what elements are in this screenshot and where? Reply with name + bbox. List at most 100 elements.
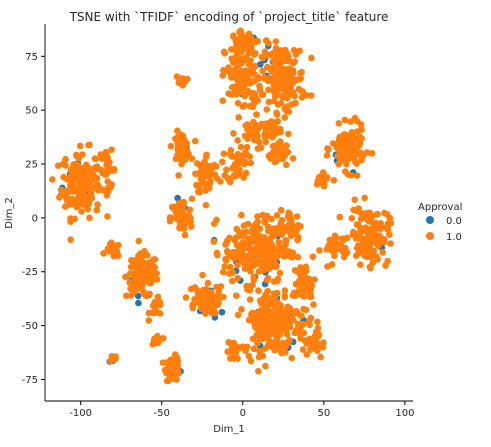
point-approval-1 xyxy=(165,377,172,385)
point-approval-1 xyxy=(305,275,313,283)
point-approval-1 xyxy=(232,36,239,43)
point-approval-1 xyxy=(301,337,309,344)
point-approval-1 xyxy=(281,287,289,294)
point-approval-1 xyxy=(262,362,269,370)
point-approval-1 xyxy=(289,249,297,257)
point-approval-1 xyxy=(353,221,361,228)
point-approval-1 xyxy=(177,155,184,163)
point-approval-1 xyxy=(128,257,135,264)
point-approval-1 xyxy=(166,217,174,225)
point-approval-1 xyxy=(233,172,240,179)
point-approval-1 xyxy=(252,324,260,332)
point-approval-1 xyxy=(197,175,204,182)
point-approval-1 xyxy=(297,312,305,320)
point-approval-1 xyxy=(323,152,331,159)
point-approval-1 xyxy=(215,288,222,296)
point-approval-1 xyxy=(221,263,228,270)
point-approval-1 xyxy=(211,171,219,179)
point-approval-1 xyxy=(311,276,318,283)
point-approval-1 xyxy=(241,92,248,100)
point-approval-1 xyxy=(259,67,266,75)
point-approval-1 xyxy=(254,367,262,375)
point-approval-1 xyxy=(242,347,249,355)
point-approval-1 xyxy=(258,252,266,260)
point-approval-1 xyxy=(188,195,196,202)
point-approval-1 xyxy=(262,302,269,310)
point-approval-1 xyxy=(86,173,94,180)
point-approval-1 xyxy=(273,109,280,117)
point-approval-1 xyxy=(308,54,315,62)
point-approval-1 xyxy=(246,296,254,303)
point-approval-1 xyxy=(280,65,287,73)
point-approval-1 xyxy=(294,236,301,244)
point-approval-1 xyxy=(240,253,248,261)
point-approval-1 xyxy=(239,38,247,45)
x-axis-label: Dim_1 xyxy=(213,424,245,435)
point-approval-1 xyxy=(353,172,361,179)
point-approval-1 xyxy=(273,212,281,219)
point-approval-1 xyxy=(289,89,297,96)
point-approval-1 xyxy=(283,142,290,149)
x-tick-label: 100 xyxy=(395,408,414,419)
point-approval-1 xyxy=(320,176,328,183)
point-approval-1 xyxy=(363,234,371,242)
point-approval-1 xyxy=(254,97,262,104)
point-approval-1 xyxy=(262,138,270,146)
point-approval-1 xyxy=(84,205,91,213)
point-approval-1 xyxy=(352,151,360,158)
point-approval-1 xyxy=(245,265,252,273)
point-approval-1 xyxy=(220,66,227,74)
point-approval-1 xyxy=(250,276,258,284)
point-approval-1 xyxy=(277,85,284,93)
point-approval-1 xyxy=(239,229,247,236)
point-approval-1 xyxy=(255,268,263,275)
point-approval-1 xyxy=(307,281,315,289)
point-approval-1 xyxy=(331,252,338,259)
point-approval-1 xyxy=(290,316,297,324)
point-approval-1 xyxy=(285,225,292,233)
point-approval-1 xyxy=(313,181,321,188)
point-approval-1 xyxy=(276,74,284,82)
point-approval-1 xyxy=(196,189,203,196)
point-approval-1 xyxy=(314,347,321,355)
point-approval-1 xyxy=(63,193,70,201)
point-approval-1 xyxy=(387,219,395,227)
point-approval-1 xyxy=(298,68,305,76)
point-approval-1 xyxy=(234,311,242,319)
point-approval-1 xyxy=(271,86,278,93)
point-approval-1 xyxy=(202,285,210,293)
point-approval-1 xyxy=(367,216,375,224)
point-approval-1 xyxy=(86,214,93,222)
point-approval-1 xyxy=(283,331,291,338)
point-approval-1 xyxy=(202,201,210,209)
point-approval-1 xyxy=(277,302,285,309)
point-approval-1 xyxy=(94,201,101,208)
point-approval-1 xyxy=(122,273,129,281)
point-approval-1 xyxy=(167,360,174,368)
point-approval-1 xyxy=(174,144,182,152)
point-approval-1 xyxy=(135,237,143,245)
point-approval-1 xyxy=(265,98,273,106)
point-approval-1 xyxy=(265,265,273,273)
point-approval-1 xyxy=(254,213,261,220)
point-approval-1 xyxy=(323,246,330,253)
point-approval-1 xyxy=(220,293,227,301)
point-approval-1 xyxy=(108,181,115,188)
point-approval-1 xyxy=(129,278,136,286)
point-approval-1 xyxy=(213,249,221,257)
point-approval-1 xyxy=(341,116,349,124)
point-approval-1 xyxy=(104,213,111,220)
point-approval-1 xyxy=(272,38,280,45)
point-approval-1 xyxy=(251,133,259,140)
point-approval-1 xyxy=(192,170,199,178)
point-approval-1 xyxy=(198,305,205,313)
point-approval-1 xyxy=(258,53,266,61)
point-approval-1 xyxy=(297,75,305,82)
point-approval-1 xyxy=(307,293,315,301)
point-approval-1 xyxy=(180,137,188,145)
point-approval-1 xyxy=(102,148,110,156)
point-approval-1 xyxy=(71,215,78,223)
point-approval-1 xyxy=(220,48,228,56)
point-approval-1 xyxy=(309,338,316,346)
